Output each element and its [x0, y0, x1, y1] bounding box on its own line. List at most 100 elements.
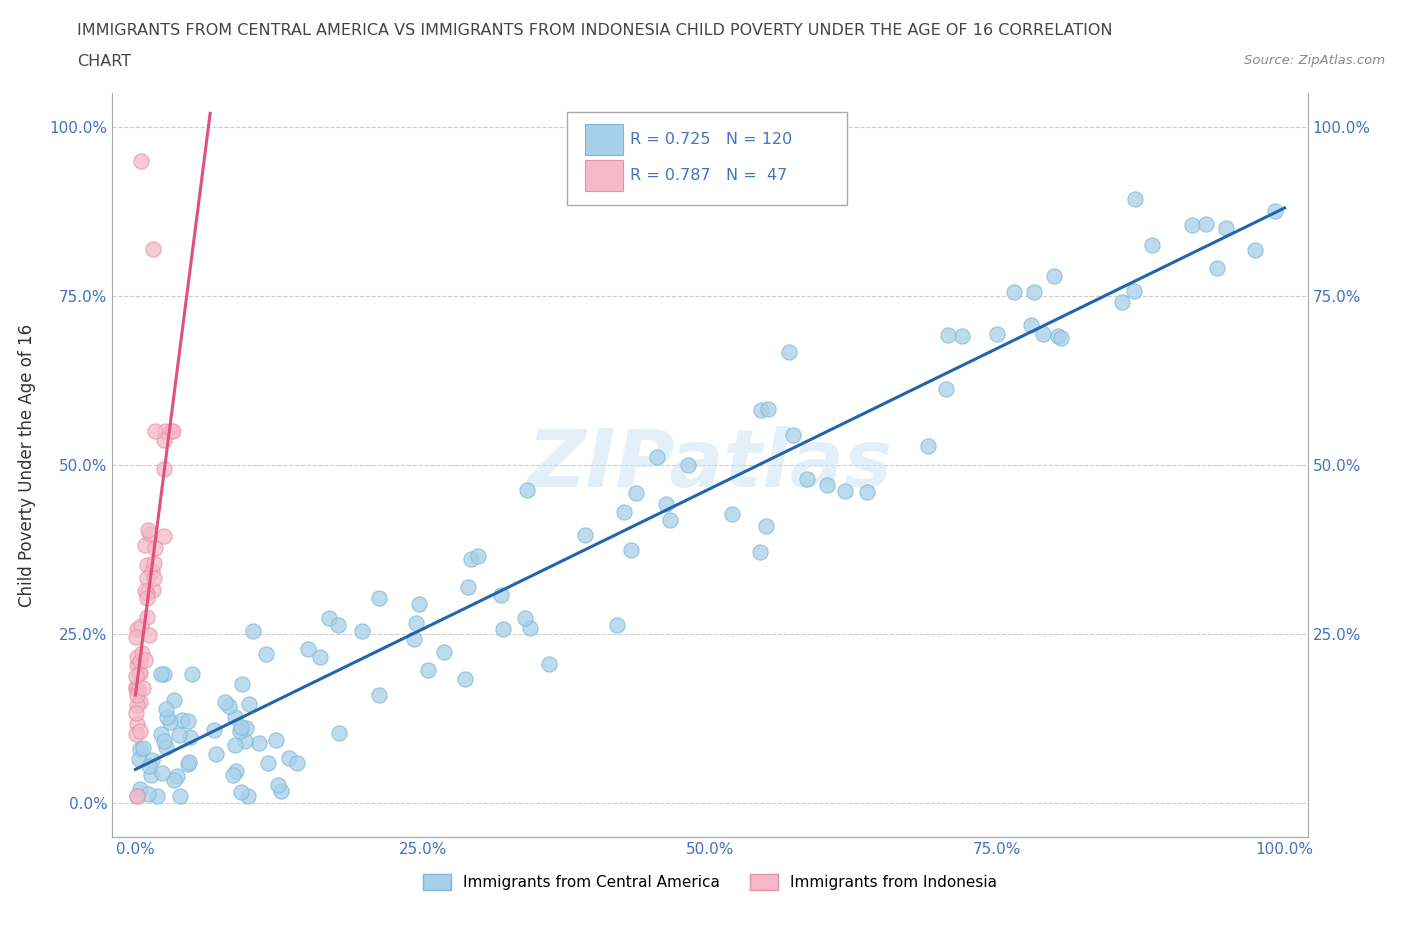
Point [155, 701, 177, 716]
Point [620, 542, 643, 557]
Point [125, 629, 148, 644]
Point [856, 485, 879, 499]
Point [138, 628, 160, 643]
Point [229, 724, 252, 738]
Point [950, 328, 973, 343]
Point [141, 752, 163, 767]
Point [142, 582, 165, 597]
Point [229, 784, 252, 799]
Point [153, 461, 176, 476]
Point [205, 747, 228, 762]
Point [467, 549, 489, 564]
Point [129, 695, 152, 710]
Point [125, 622, 148, 637]
Point [160, 424, 183, 439]
Point [326, 618, 349, 632]
Point [489, 588, 512, 603]
Point [254, 646, 277, 661]
Point [153, 432, 176, 447]
Text: R = 0.787   N =  47: R = 0.787 N = 47 [630, 168, 787, 183]
Point [143, 570, 166, 585]
Point [136, 591, 159, 605]
Point [159, 715, 181, 730]
Point [328, 725, 350, 740]
Point [318, 610, 340, 625]
Point [127, 698, 149, 712]
Point [367, 687, 389, 702]
Point [127, 716, 149, 731]
Point [141, 564, 163, 578]
Point [1140, 237, 1163, 252]
Point [142, 556, 165, 571]
Point [224, 710, 246, 724]
Point [176, 713, 198, 728]
Point [128, 724, 150, 738]
Point [155, 739, 177, 754]
Point [1181, 218, 1204, 232]
Point [149, 726, 172, 741]
Point [917, 439, 939, 454]
Point [238, 697, 260, 711]
Point [129, 654, 152, 669]
Point [125, 726, 148, 741]
Point [278, 751, 301, 765]
Point [749, 544, 772, 559]
Point [125, 789, 148, 804]
Point [134, 583, 156, 598]
Point [1194, 217, 1216, 232]
Point [408, 597, 430, 612]
Y-axis label: Child Poverty Under the Age of 16: Child Poverty Under the Age of 16 [18, 324, 35, 606]
Point [242, 623, 264, 638]
Point [755, 519, 778, 534]
Point [129, 153, 152, 168]
Point [936, 327, 959, 342]
Point [125, 669, 148, 684]
Point [1123, 283, 1146, 298]
Point [129, 665, 152, 680]
Point [267, 777, 290, 792]
Point [405, 616, 427, 631]
Point [231, 719, 253, 734]
Point [778, 345, 800, 360]
Point [163, 772, 186, 787]
Point [264, 733, 287, 748]
Point [986, 326, 1008, 341]
Point [1264, 204, 1286, 219]
Point [659, 513, 682, 528]
Point [285, 756, 308, 771]
Point [150, 766, 173, 781]
FancyBboxPatch shape [585, 160, 623, 192]
Point [166, 768, 188, 783]
Point [128, 781, 150, 796]
Point [796, 472, 818, 486]
Point [613, 505, 636, 520]
Point [1206, 260, 1229, 275]
Point [433, 644, 456, 659]
Point [125, 705, 148, 720]
Point [1019, 317, 1042, 332]
Text: CHART: CHART [77, 54, 131, 69]
Point [418, 663, 440, 678]
Point [1111, 294, 1133, 309]
Point [125, 680, 148, 695]
Point [460, 551, 482, 566]
Point [935, 381, 957, 396]
Point [1043, 269, 1066, 284]
Point [134, 538, 156, 552]
Text: IMMIGRANTS FROM CENTRAL AMERICA VS IMMIGRANTS FROM INDONESIA CHILD POVERTY UNDER: IMMIGRANTS FROM CENTRAL AMERICA VS IMMIG… [77, 23, 1112, 38]
Point [153, 528, 176, 543]
Point [756, 402, 779, 417]
Point [454, 672, 477, 687]
Point [156, 710, 179, 724]
Point [153, 667, 176, 682]
Point [1123, 192, 1146, 206]
Point [177, 754, 200, 769]
Point [236, 789, 259, 804]
Text: ZIPatlas: ZIPatlas [527, 426, 893, 504]
Point [180, 667, 202, 682]
Point [574, 528, 596, 543]
Point [125, 789, 148, 804]
Point [142, 241, 165, 256]
Point [1050, 331, 1073, 346]
Point [1002, 285, 1025, 299]
